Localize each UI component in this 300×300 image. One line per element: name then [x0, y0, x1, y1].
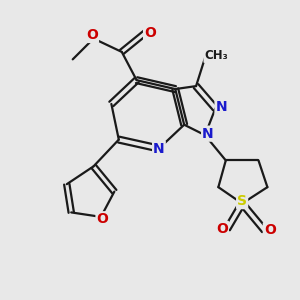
- Text: O: O: [216, 222, 228, 236]
- Text: CH₃: CH₃: [204, 49, 228, 62]
- Text: O: O: [97, 212, 108, 226]
- Text: N: N: [202, 127, 214, 141]
- Text: O: O: [86, 28, 98, 42]
- Text: N: N: [153, 142, 165, 155]
- Text: O: O: [264, 223, 276, 237]
- Text: O: O: [144, 26, 156, 40]
- Text: S: S: [237, 194, 247, 208]
- Text: N: N: [215, 100, 227, 114]
